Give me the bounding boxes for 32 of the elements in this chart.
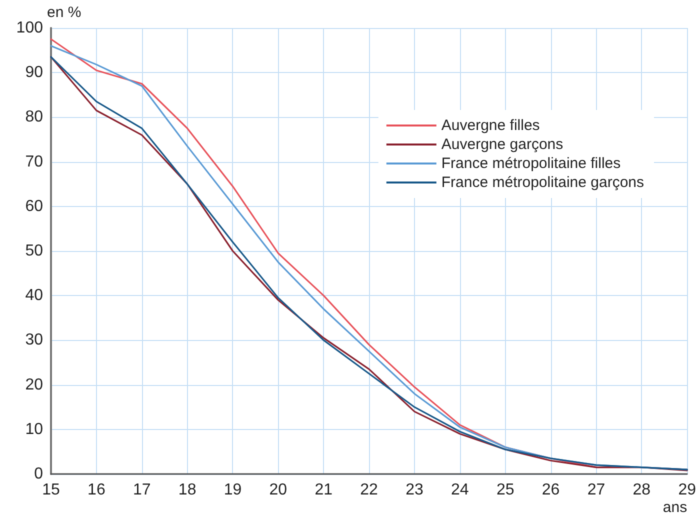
x-tick-label: 24 xyxy=(451,482,469,498)
legend-label: France métropolitaine garçons xyxy=(441,174,644,191)
y-tick-label: 10 xyxy=(25,420,44,438)
y-tick-label: 40 xyxy=(25,287,44,304)
x-tick-label: 16 xyxy=(88,482,106,498)
legend-label: Auvergne filles xyxy=(441,117,540,134)
y-tick-label: 50 xyxy=(25,242,44,260)
x-tick-label: 27 xyxy=(587,482,606,498)
y-tick-label: 100 xyxy=(16,20,44,36)
y-tick-label: 80 xyxy=(25,108,44,126)
x-tick-label: 22 xyxy=(360,482,378,498)
y-tick-label: 60 xyxy=(25,198,44,215)
legend-label: France métropolitaine filles xyxy=(441,155,621,172)
y-tick-label: 20 xyxy=(25,376,44,394)
y-tick-label: 70 xyxy=(25,153,44,170)
x-tick-label: 20 xyxy=(269,482,288,498)
y-tick-label: 90 xyxy=(25,64,44,82)
x-tick-label: 28 xyxy=(632,482,651,498)
x-axis-title: ans xyxy=(662,499,688,515)
x-tick-label: 21 xyxy=(314,482,333,498)
x-tick-label: 19 xyxy=(224,482,242,498)
y-tick-label: 30 xyxy=(25,332,44,349)
y-tick-label: 0 xyxy=(34,466,44,482)
y-axis-title: en % xyxy=(47,4,82,22)
legend-label: Auvergne garçons xyxy=(441,136,564,153)
x-tick-label: 18 xyxy=(178,482,196,498)
x-tick-label: 29 xyxy=(678,482,696,498)
x-tick-label: 15 xyxy=(42,482,60,498)
x-tick-label: 26 xyxy=(542,482,560,498)
x-tick-label: 23 xyxy=(406,482,424,498)
x-tick-label: 17 xyxy=(132,482,151,498)
x-tick-label: 25 xyxy=(496,482,514,498)
